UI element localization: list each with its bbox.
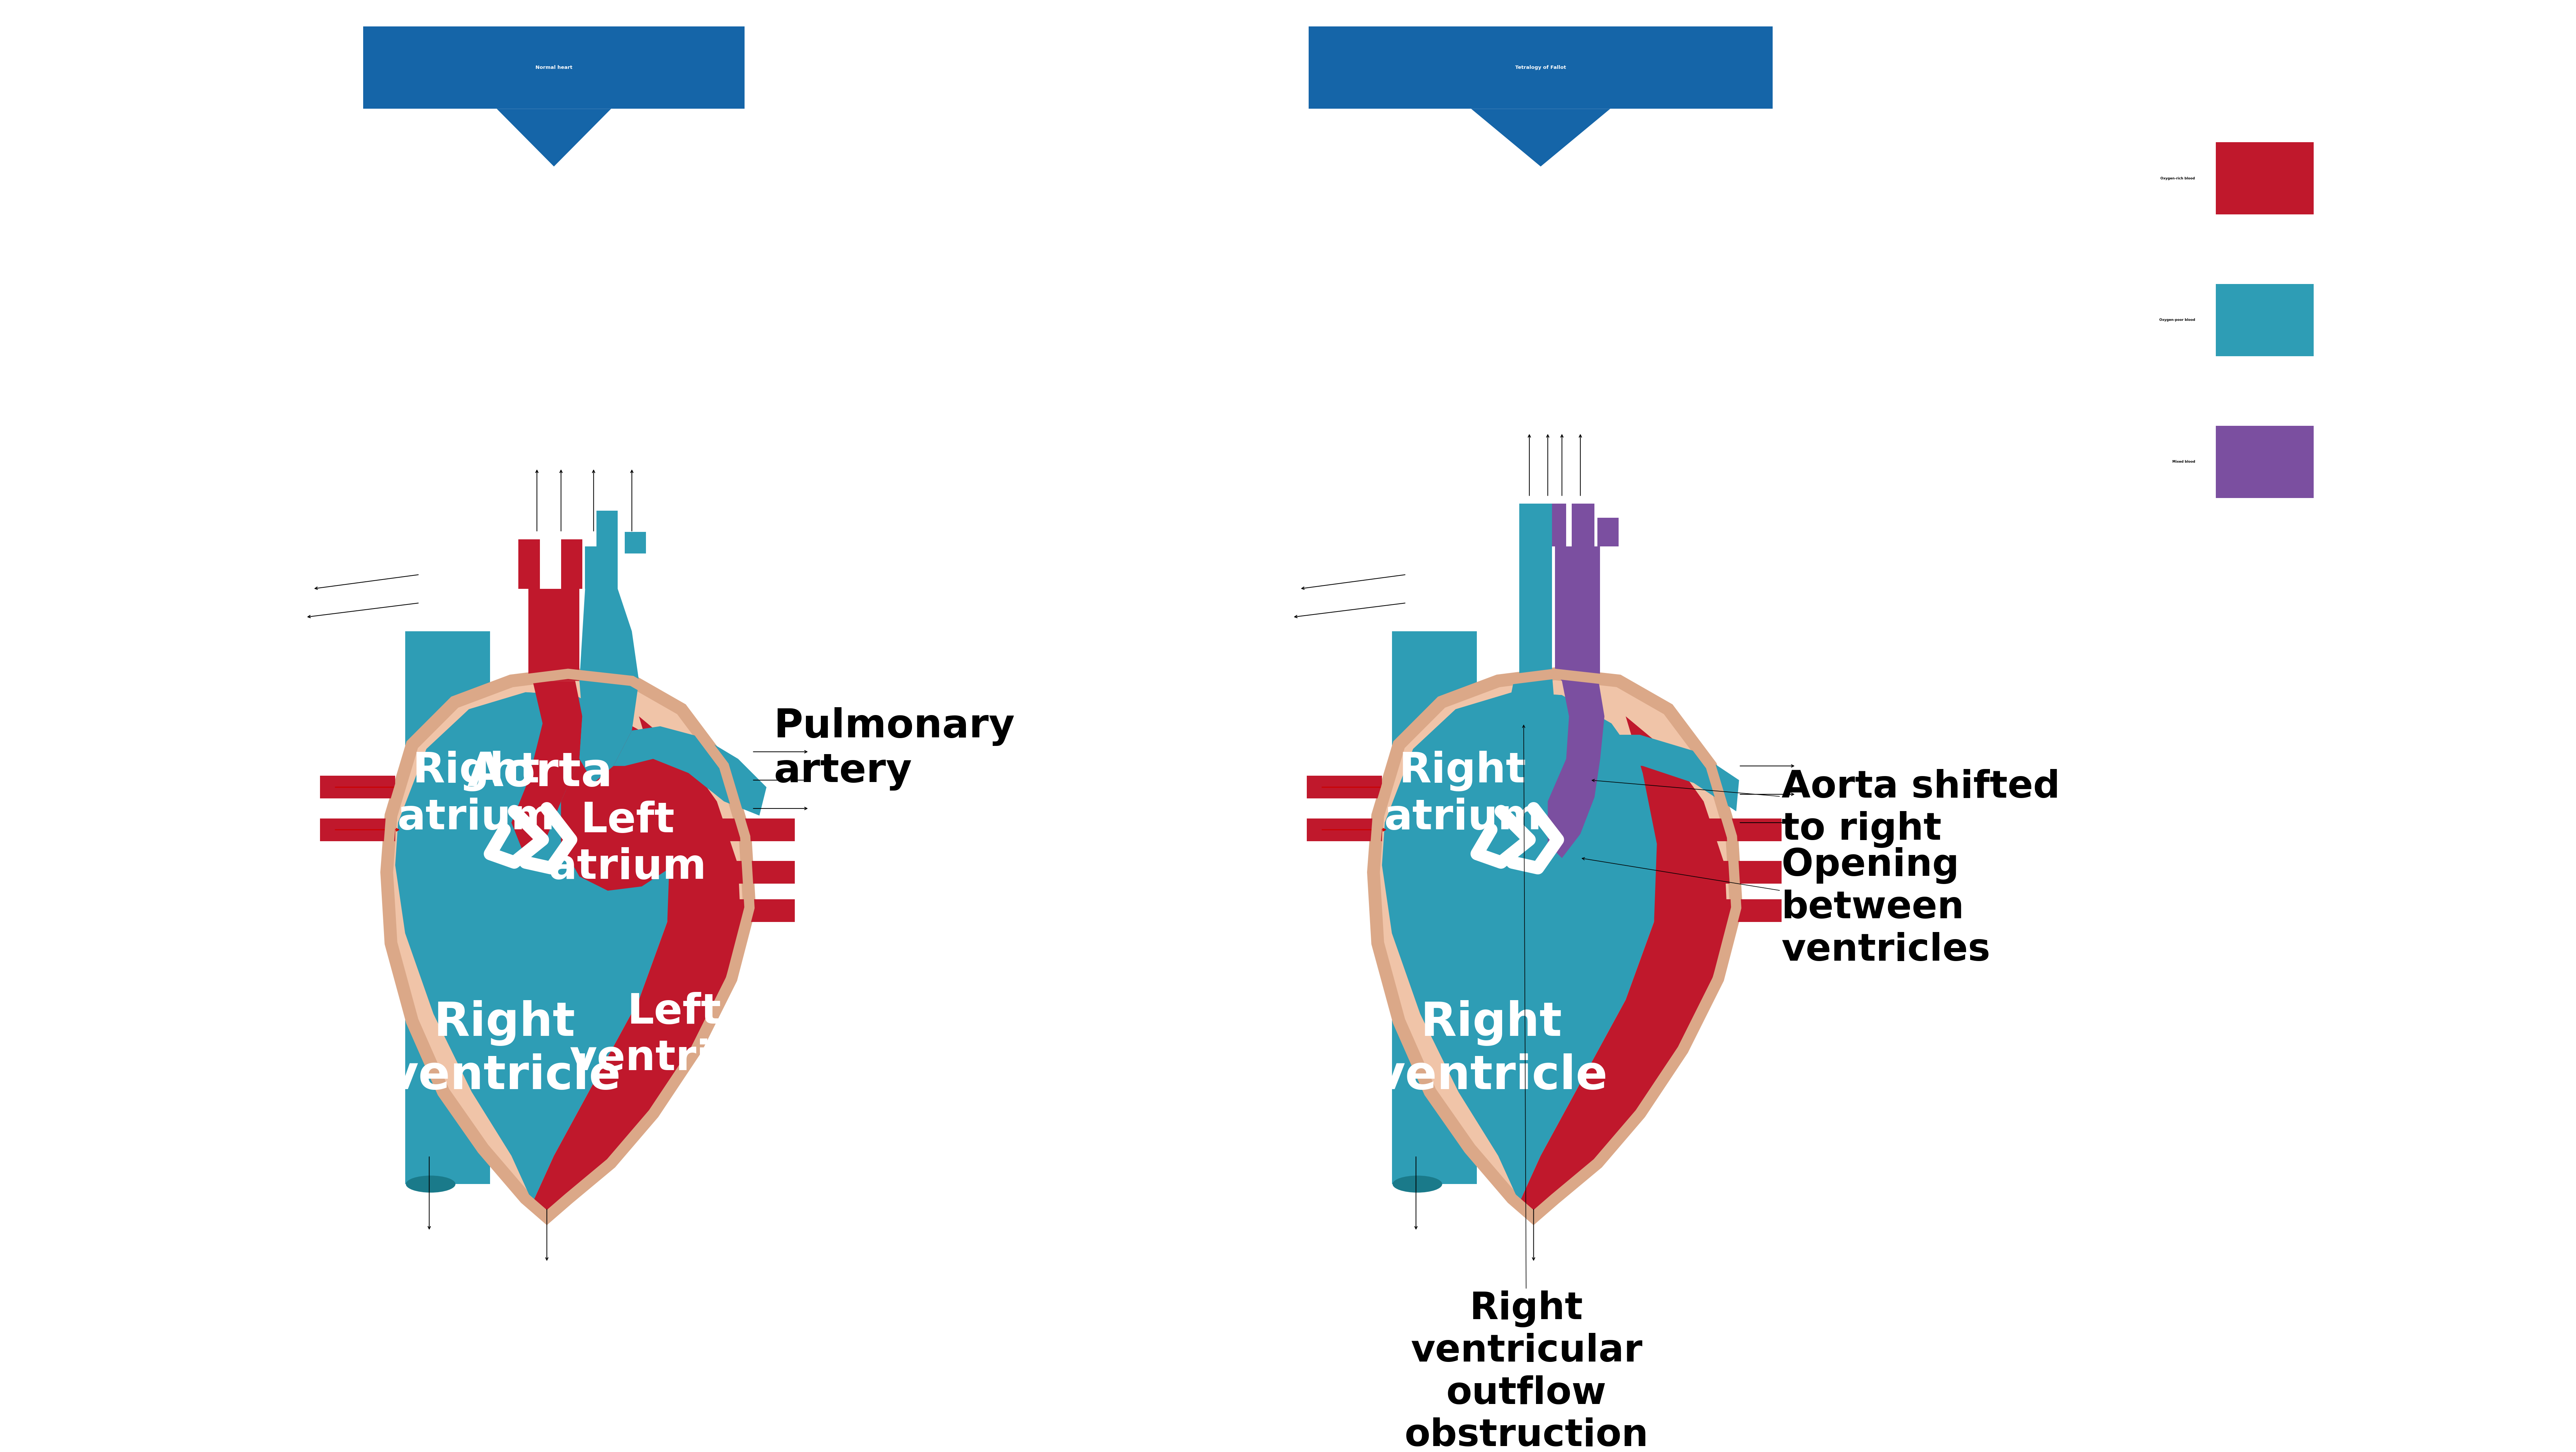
Polygon shape xyxy=(394,693,675,1202)
Polygon shape xyxy=(1520,504,1551,546)
Polygon shape xyxy=(533,716,742,1217)
Text: Right
ventricular
outflow
obstruction: Right ventricular outflow obstruction xyxy=(1404,725,1649,1452)
Polygon shape xyxy=(1548,674,1605,858)
Polygon shape xyxy=(1520,716,1728,1217)
Polygon shape xyxy=(721,899,793,922)
Text: Tetralogy of Fallot: Tetralogy of Fallot xyxy=(1515,65,1566,70)
Polygon shape xyxy=(1435,632,1476,1183)
Polygon shape xyxy=(613,726,768,816)
Text: Left
ventricle: Left ventricle xyxy=(569,992,778,1079)
Polygon shape xyxy=(585,546,618,588)
Polygon shape xyxy=(1373,674,1736,1217)
Polygon shape xyxy=(518,539,541,588)
Polygon shape xyxy=(721,861,793,884)
Polygon shape xyxy=(598,511,618,546)
Polygon shape xyxy=(513,681,582,858)
Text: Normal heart: Normal heart xyxy=(536,65,572,70)
Polygon shape xyxy=(2215,142,2313,215)
Text: Left
atrium: Left atrium xyxy=(549,800,706,887)
Polygon shape xyxy=(528,588,580,681)
Polygon shape xyxy=(319,775,394,799)
Polygon shape xyxy=(1306,775,1381,799)
Polygon shape xyxy=(386,674,750,1217)
Polygon shape xyxy=(1309,26,1772,109)
Polygon shape xyxy=(2215,285,2313,356)
Polygon shape xyxy=(1381,693,1662,1202)
Text: Right
ventricle: Right ventricle xyxy=(1376,1000,1607,1099)
Polygon shape xyxy=(1391,632,1443,1183)
Text: Right
atrium: Right atrium xyxy=(397,751,554,838)
Ellipse shape xyxy=(407,1176,456,1192)
Polygon shape xyxy=(397,693,598,880)
Polygon shape xyxy=(562,539,582,588)
Polygon shape xyxy=(1543,504,1566,546)
Polygon shape xyxy=(1597,518,1618,546)
Polygon shape xyxy=(1306,819,1381,841)
Polygon shape xyxy=(404,632,456,1183)
Polygon shape xyxy=(1556,546,1600,674)
Polygon shape xyxy=(497,109,611,167)
Text: Oxygen-rich blood: Oxygen-rich blood xyxy=(2161,177,2195,180)
Text: Oxygen-poor blood: Oxygen-poor blood xyxy=(2159,318,2195,322)
Polygon shape xyxy=(2215,425,2313,498)
Text: Pulmonary
artery: Pulmonary artery xyxy=(773,707,1015,791)
Polygon shape xyxy=(363,26,744,109)
Polygon shape xyxy=(562,720,688,890)
Polygon shape xyxy=(1520,546,1551,674)
Text: Aorta shifted
to right: Aorta shifted to right xyxy=(1592,770,2061,848)
Ellipse shape xyxy=(1394,1176,1443,1192)
Polygon shape xyxy=(1708,899,1783,922)
Polygon shape xyxy=(1533,735,1739,812)
Text: Opening
between
ventricles: Opening between ventricles xyxy=(1582,847,1991,968)
Polygon shape xyxy=(626,531,647,553)
Polygon shape xyxy=(319,819,394,841)
Polygon shape xyxy=(448,632,489,1183)
Polygon shape xyxy=(1499,674,1556,787)
Polygon shape xyxy=(1571,504,1595,546)
Polygon shape xyxy=(1471,109,1610,167)
Polygon shape xyxy=(580,588,639,783)
Polygon shape xyxy=(1708,861,1783,884)
Text: Right
ventricle: Right ventricle xyxy=(389,1000,621,1099)
Polygon shape xyxy=(1708,819,1783,841)
Text: Right
atrium: Right atrium xyxy=(1383,751,1540,838)
Polygon shape xyxy=(1386,693,1582,880)
Text: Aorta: Aorta xyxy=(466,751,613,796)
Polygon shape xyxy=(721,819,793,841)
Text: Mixed blood: Mixed blood xyxy=(2172,460,2195,463)
